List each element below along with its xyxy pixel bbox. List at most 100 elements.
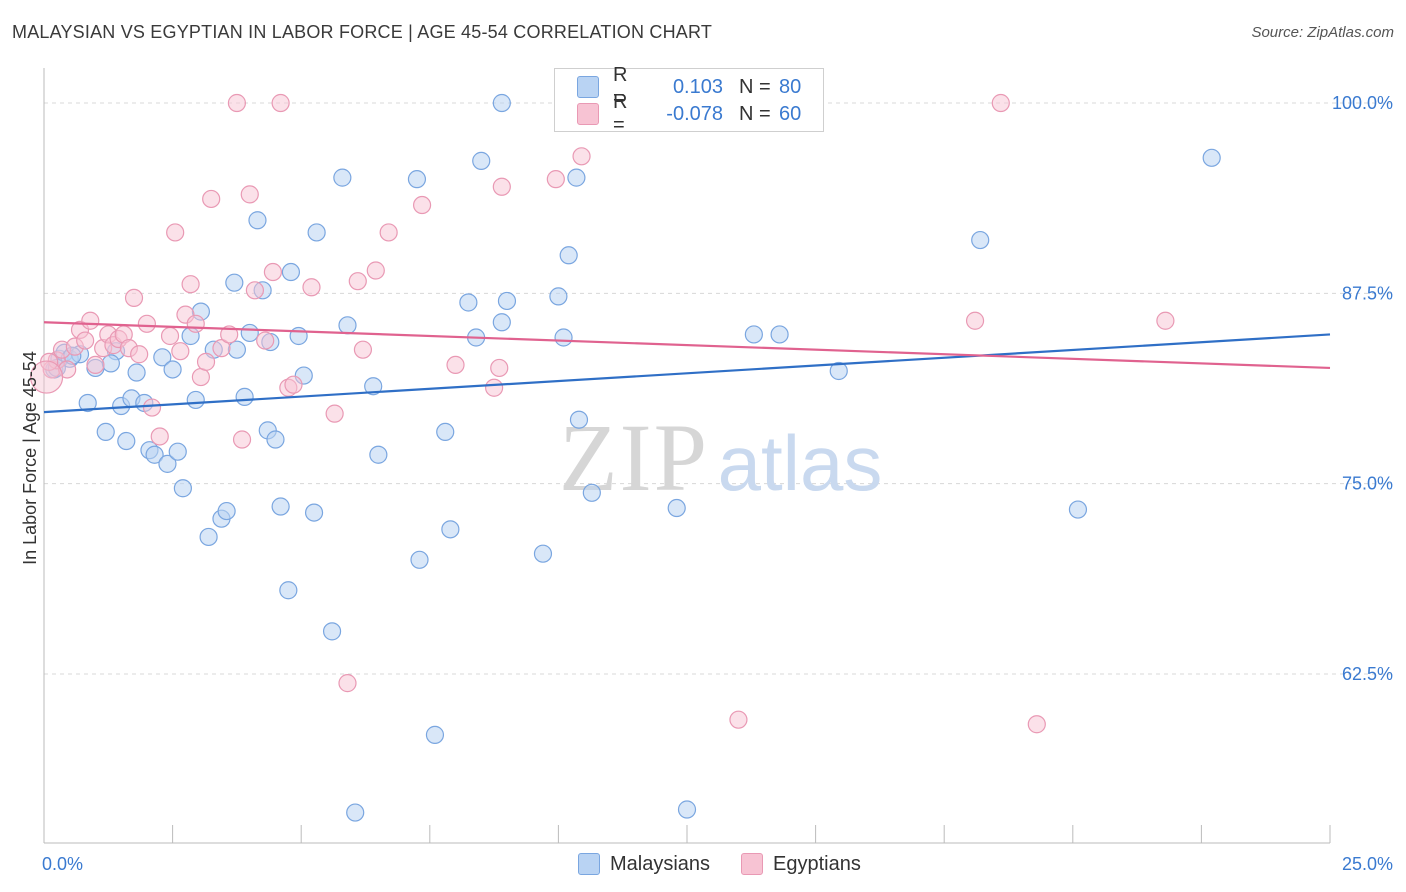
egyptian-point	[160, 326, 180, 346]
malaysian-point	[1202, 148, 1221, 167]
legend-row-malaysians: R = 0.103 N = 80	[577, 64, 802, 109]
egyptian-point	[366, 261, 385, 280]
egyptian-point	[338, 674, 357, 693]
malaysian-point	[163, 360, 182, 379]
malaysian-point	[117, 431, 136, 451]
malaysian-point	[410, 550, 429, 569]
stats-legend: R = 0.103 N = 80 R = -0.078 N = 60	[554, 64, 824, 136]
egyptian-point	[1156, 311, 1175, 330]
egyptian-point	[227, 93, 246, 113]
bottom-legend-egyptians: Egyptians	[741, 852, 861, 876]
egyptian-point	[991, 93, 1010, 113]
x-tick-labels: 0.0% 25.0%	[42, 854, 1393, 874]
malaysian-point	[145, 445, 164, 464]
malaysian-point	[281, 262, 301, 282]
malaysian-point	[346, 803, 365, 822]
x-tick-label: 25.0%	[1342, 854, 1393, 874]
malaysian-point	[279, 581, 298, 600]
malaysian-point	[217, 501, 236, 521]
legend-swatch-pink	[577, 103, 599, 125]
egyptian-point	[546, 170, 565, 189]
malaysian-point	[559, 246, 578, 265]
malaysian-point	[567, 168, 586, 187]
egyptian-point	[142, 398, 162, 417]
malaysian-point	[186, 390, 205, 410]
malaysian-point	[1068, 500, 1088, 519]
egyptian-point	[81, 311, 100, 330]
egyptian-point	[150, 427, 169, 446]
malaysian-point	[441, 520, 460, 539]
malaysian-point	[549, 287, 568, 306]
r-value: -0.078	[666, 102, 723, 125]
egyptian-point	[1027, 715, 1046, 734]
trend-lines	[43, 321, 1331, 414]
n-value: 80	[779, 75, 802, 98]
y-tick-label: 87.5%	[1342, 283, 1393, 303]
egyptian-cluster-point	[29, 360, 64, 394]
egyptian-point	[245, 281, 265, 300]
r-label: R =	[613, 64, 628, 109]
malaysian-point	[364, 377, 383, 396]
source-label: Source: ZipAtlas.com	[1251, 24, 1394, 41]
bottom-legend-swatch-pink	[741, 853, 763, 875]
malaysian-point	[533, 544, 553, 563]
egyptians-points	[29, 93, 1175, 734]
egyptian-point	[492, 177, 511, 196]
egyptian-point	[446, 355, 465, 375]
chart-title: MALAYSIAN VS EGYPTIAN IN LABOR FORCE | A…	[12, 22, 713, 42]
malaysian-point	[96, 422, 115, 441]
malaysian-point	[677, 800, 697, 819]
y-tick-labels: 62.5% 75.0% 87.5% 100.0%	[1332, 93, 1393, 684]
malaysian-point	[369, 445, 388, 464]
malaysian-point	[744, 325, 763, 344]
bottom-legend-swatch-blue	[578, 853, 600, 875]
malaysian-point	[127, 363, 146, 382]
malaysian-point	[770, 325, 789, 344]
axes	[43, 68, 1331, 844]
egyptian-point	[729, 710, 748, 729]
r-label: R =	[613, 91, 628, 136]
malaysian-point	[173, 479, 192, 498]
watermark-atlas: atlas	[718, 419, 883, 507]
malaysian-point	[425, 725, 445, 744]
egyptian-point	[166, 223, 185, 242]
egyptian-point	[379, 223, 398, 242]
egyptian-point	[263, 262, 283, 282]
malaysian-point	[554, 328, 573, 347]
bottom-legend-label: Malaysians	[610, 852, 711, 875]
egyptian-point	[348, 272, 367, 291]
y-tick-label: 62.5%	[1342, 664, 1393, 684]
malaysian-point	[266, 430, 285, 449]
egyptian-point	[76, 331, 95, 350]
egyptians-trend-line	[43, 321, 1331, 370]
egyptian-point	[196, 352, 216, 371]
malaysian-point	[158, 454, 177, 473]
malaysian-point	[304, 503, 324, 522]
malaysian-point	[492, 93, 511, 113]
malaysian-point	[225, 273, 244, 292]
egyptian-point	[181, 275, 200, 294]
malaysian-point	[492, 313, 511, 332]
egyptian-point	[191, 367, 210, 387]
egyptian-point	[490, 358, 509, 378]
malaysian-point	[829, 361, 848, 381]
egyptian-point	[572, 147, 591, 166]
watermark: ZIP atlas	[559, 404, 882, 511]
malaysian-point	[240, 323, 259, 343]
egyptian-point	[485, 378, 504, 397]
egyptian-point	[325, 404, 344, 423]
malaysian-point	[338, 316, 357, 335]
egyptian-point	[302, 278, 321, 297]
egyptian-point	[212, 339, 231, 358]
malaysian-point	[497, 291, 517, 311]
malaysian-point	[307, 223, 326, 242]
egyptian-point	[412, 195, 432, 215]
legend-row-egyptians: R = -0.078 N = 60	[577, 91, 801, 136]
x-tick-label: 0.0%	[42, 854, 83, 874]
malaysian-point	[472, 151, 491, 170]
malaysian-point	[78, 393, 97, 413]
malaysian-point	[569, 410, 589, 429]
egyptian-point	[271, 93, 290, 113]
malaysian-point	[582, 483, 601, 502]
